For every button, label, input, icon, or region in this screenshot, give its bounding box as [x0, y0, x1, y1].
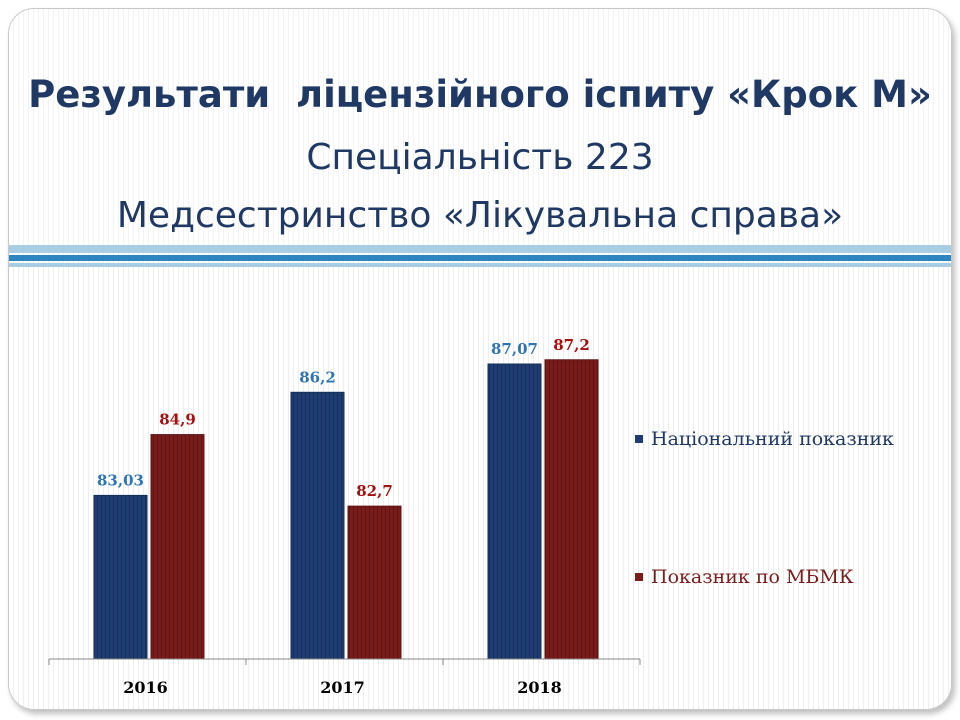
legend-swatch-national: [635, 435, 643, 443]
bar-college-2018: [544, 359, 599, 660]
legend-label-college: Показник по МБМК: [651, 566, 854, 588]
data-label-college-2017: 82,7: [356, 482, 393, 500]
data-label-national-2016: 83,03: [97, 471, 144, 489]
legend-label-national: Національний показник: [651, 428, 894, 450]
data-label-national-2018: 87,07: [491, 340, 538, 358]
x-tick-label-2018: 2018: [517, 678, 562, 697]
bar-national-2017: [290, 391, 345, 660]
legend-swatch-college: [635, 573, 643, 581]
slide-subtitle-specialty: Спеціальність 223: [306, 137, 654, 178]
x-axis: 2016 2017 2018: [48, 658, 641, 697]
bar-chart: 83,03 84,9 86,2 82,7 87,07 87,2 2016 2017 2018: [48, 336, 641, 697]
header-divider: [9, 245, 951, 273]
bar-college-2017: [347, 505, 402, 660]
data-label-national-2017: 86,2: [299, 368, 336, 386]
data-label-college-2016: 84,9: [159, 411, 196, 429]
legend-item-national: Національний показник: [635, 427, 894, 450]
slide-frame: Результати ліцензійного іспиту «Крок М» …: [8, 8, 952, 710]
data-label-college-2018: 87,2: [553, 336, 590, 354]
slide-subtitle-program: Медсестринство «Лікувальна справа»: [116, 195, 844, 236]
legend-item-college: Показник по МБМК: [635, 565, 854, 588]
bar-national-2018: [487, 363, 542, 660]
slide-title: Результати ліцензійного іспиту «Крок М»: [28, 73, 932, 116]
x-tick-label-2017: 2017: [320, 678, 365, 697]
bar-college-2016: [150, 434, 205, 660]
bar-national-2016: [93, 494, 148, 660]
slide-header: Результати ліцензійного іспиту «Крок М» …: [9, 9, 951, 245]
bars-layer: 83,03 84,9 86,2 82,7 87,07 87,2: [93, 336, 599, 660]
x-tick-label-2016: 2016: [123, 678, 168, 697]
